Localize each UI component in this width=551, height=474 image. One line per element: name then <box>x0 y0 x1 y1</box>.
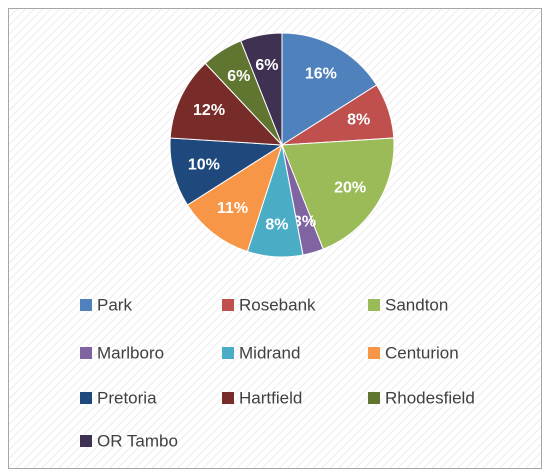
data-label: 20% <box>334 179 366 196</box>
pie-slice <box>281 137 395 250</box>
legend-label: Rosebank <box>239 295 316 314</box>
pie-slice <box>281 32 378 146</box>
legend-swatch <box>80 347 92 359</box>
legend-swatch <box>222 392 234 404</box>
data-label: 11% <box>217 200 248 217</box>
pie-slice <box>169 62 284 146</box>
legend-label: Park <box>97 295 132 314</box>
data-label: 16% <box>305 66 337 83</box>
legend-label: Pretoria <box>97 388 157 407</box>
legend-label: Midrand <box>239 343 300 362</box>
legend-label: Hartfield <box>239 388 302 407</box>
data-label: 6% <box>255 57 278 74</box>
legend-label: OR Tambo <box>97 431 178 450</box>
legend-swatch <box>368 347 380 359</box>
legend-swatch <box>368 392 380 404</box>
legend-label: Centurion <box>385 343 459 362</box>
legend-swatch <box>80 435 92 447</box>
pie-slice <box>240 32 283 146</box>
legend-swatch <box>80 392 92 404</box>
pie-slice <box>186 143 283 253</box>
legend-swatch <box>222 299 234 311</box>
data-label: 10% <box>188 156 220 173</box>
data-label: 12% <box>193 102 225 119</box>
legend-swatch <box>368 299 380 311</box>
data-label: 3% <box>293 214 316 231</box>
legend-label: Marlboro <box>97 343 164 362</box>
legend-swatch <box>80 299 92 311</box>
legend-label: Sandton <box>385 295 448 314</box>
data-label: 6% <box>227 68 250 85</box>
legend-swatch <box>222 347 234 359</box>
data-label: 8% <box>347 111 370 128</box>
legend-label: Rhodesfield <box>385 388 475 407</box>
data-label: 8% <box>265 217 288 234</box>
